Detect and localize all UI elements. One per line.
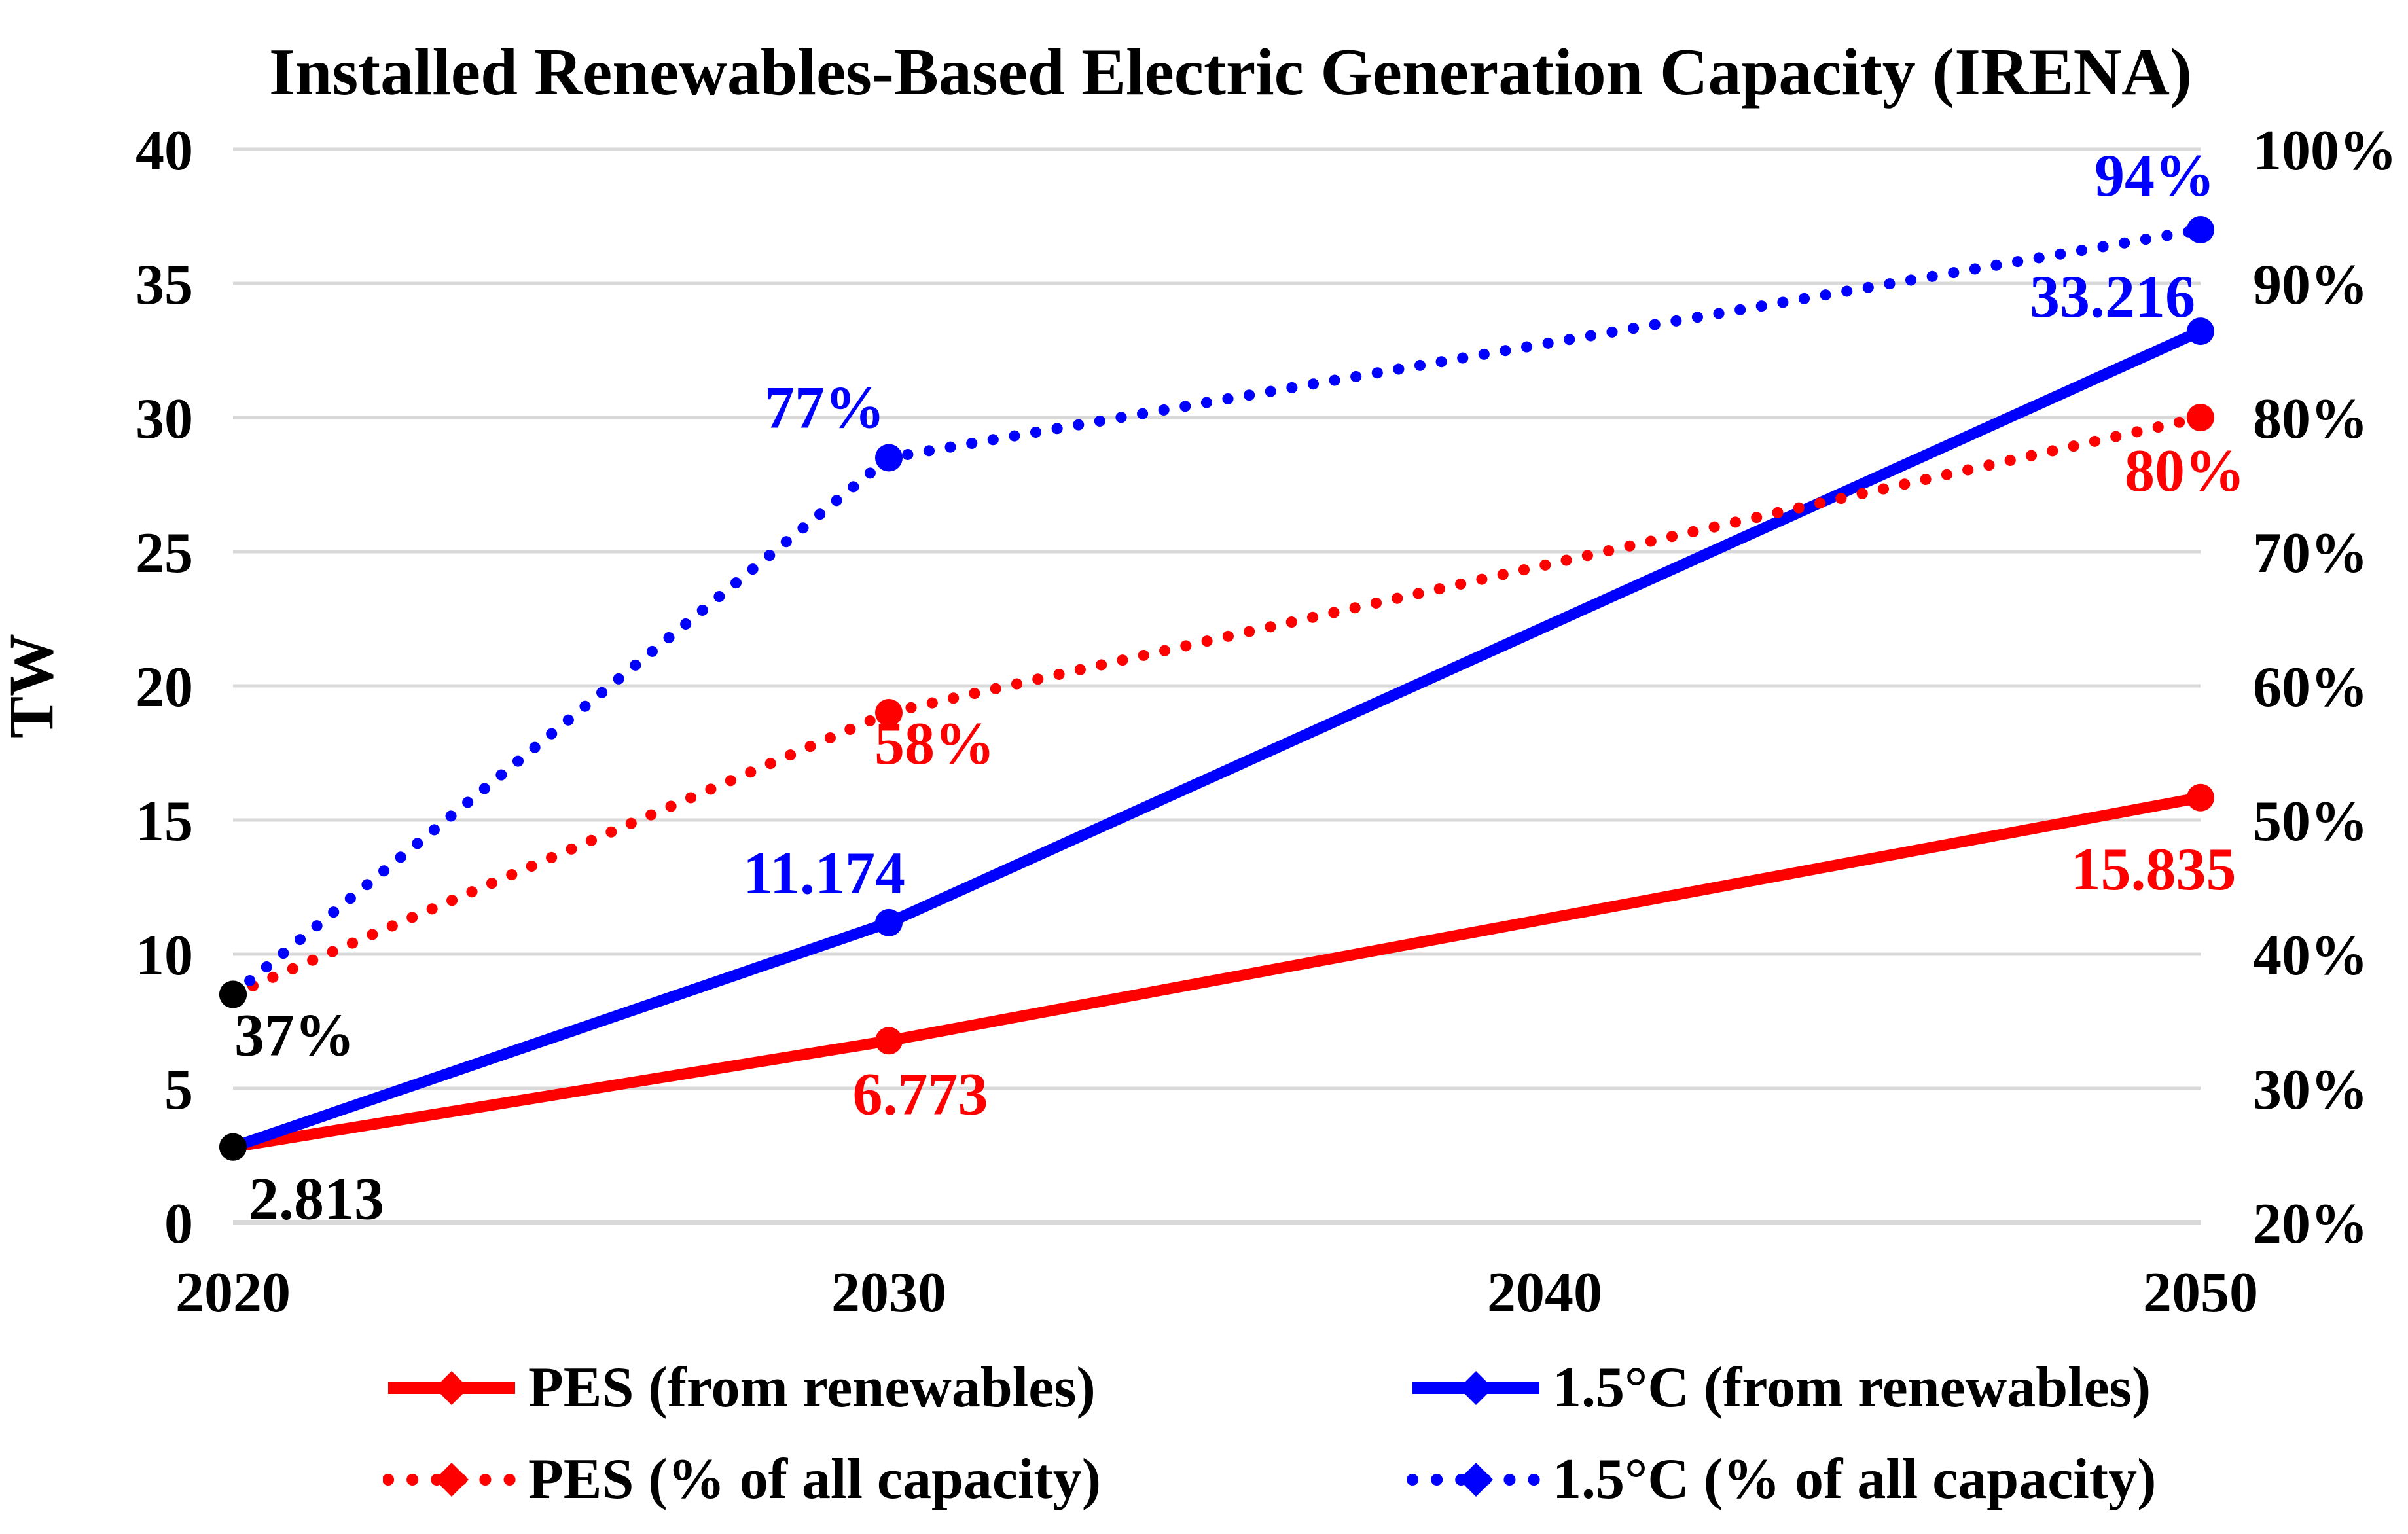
legend-label: 1.5°C (% of all capacity): [1553, 1448, 2157, 1511]
legend-solid-line-icon: [1412, 1371, 1539, 1405]
legend-label: PES (% of all capacity): [528, 1448, 1102, 1511]
data-point-c15_tw: [875, 908, 903, 936]
legend-label: 1.5°C (from renewables): [1553, 1356, 2151, 1419]
legend-solid-line-icon: [388, 1371, 515, 1405]
legend-label: PES (from renewables): [528, 1356, 1096, 1419]
x-tick-label: 2050: [2143, 1261, 2258, 1325]
y-left-tick-label: 0: [164, 1192, 193, 1256]
y-right-tick-label: 50%: [2253, 790, 2368, 853]
data-point-c15_tw: [219, 1133, 247, 1161]
data-point-c15_tw: [2187, 317, 2214, 346]
y-right-tick-label: 70%: [2253, 522, 2368, 585]
data-point-pes_tw: [2187, 783, 2214, 812]
data-label-c15_pct: 94%: [2094, 142, 2215, 209]
y-right-tick-label: 30%: [2253, 1058, 2368, 1122]
data-point-c15_pct: [219, 980, 247, 1008]
y-right-tick-label: 20%: [2253, 1192, 2368, 1256]
data-point-c15_pct: [2187, 216, 2214, 243]
legend-diamond-marker: [1459, 1371, 1493, 1405]
chart-title: Installed Renewables-Based Electric Gene…: [269, 35, 2192, 109]
data-label-c15_tw: 11.174: [743, 840, 905, 906]
y-left-tick-label: 25: [135, 522, 193, 585]
data-label-pes_tw: 6.773: [853, 1060, 988, 1127]
data-label-pes_pct: 58%: [874, 710, 995, 777]
data-label-pes_pct: 37%: [234, 1002, 355, 1069]
data-label-pes_tw: 2.813: [249, 1166, 384, 1232]
legend-item-pes_tw: PES (from renewables): [383, 1356, 1096, 1419]
data-point-pes_tw: [875, 1027, 903, 1055]
legend-item-pes_pct: PES (% of all capacity): [383, 1448, 1102, 1511]
legend-diamond-marker: [435, 1371, 469, 1405]
y-right-tick-label: 100%: [2253, 119, 2397, 183]
data-label-pes_pct: 80%: [2125, 437, 2245, 504]
x-tick-label: 2030: [831, 1261, 946, 1325]
data-point-pes_pct: [875, 699, 903, 726]
y-right-tick-label: 60%: [2253, 656, 2368, 719]
data-label-c15_pct: 77%: [764, 374, 885, 441]
y-left-tick-label: 30: [135, 387, 193, 451]
series-line-c15_pct: [227, 224, 2206, 1000]
y-right-tick-label: 40%: [2253, 924, 2368, 988]
legend-dotted-line-icon: [383, 1463, 520, 1497]
legend-diamond-marker: [1459, 1463, 1493, 1497]
y-left-tick-label: 15: [135, 790, 193, 853]
legend-dotted-line-icon: [1407, 1463, 1545, 1497]
data-label-pes_tw: 15.835: [2071, 836, 2237, 902]
series-line-pes_tw: [232, 792, 2202, 1153]
data-point-c15_pct: [875, 444, 903, 472]
x-tick-label: 2020: [175, 1261, 291, 1325]
y-right-tick-label: 90%: [2253, 253, 2368, 317]
y-left-tick-label: 20: [135, 656, 193, 719]
y-left-tick-label: 5: [164, 1058, 193, 1122]
data-point-pes_pct: [2187, 404, 2214, 431]
y-axis-title: TW: [0, 633, 66, 738]
y-right-tick-label: 80%: [2253, 387, 2368, 451]
legend-diamond-marker: [435, 1463, 469, 1497]
legend-item-c15_tw: 1.5°C (from renewables): [1407, 1356, 2151, 1419]
y-left-tick-label: 40: [135, 119, 193, 183]
data-label-c15_tw: 33.216: [2030, 263, 2195, 330]
legend-item-c15_pct: 1.5°C (% of all capacity): [1407, 1448, 2157, 1511]
y-left-tick-label: 10: [135, 924, 193, 988]
x-tick-label: 2040: [1487, 1261, 1602, 1325]
series-line-pes_pct: [227, 412, 2206, 1000]
y-left-tick-label: 35: [135, 253, 193, 317]
series-line-c15_tw: [231, 326, 2203, 1152]
